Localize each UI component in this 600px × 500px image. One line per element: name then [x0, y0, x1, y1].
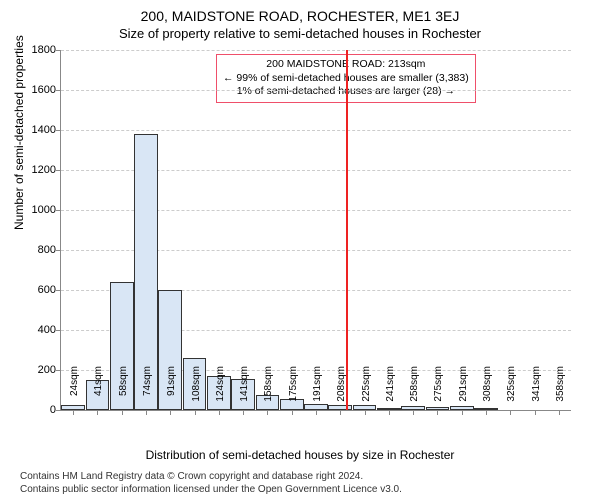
x-tick-label: 58sqm — [118, 366, 129, 416]
y-tick-mark — [56, 370, 61, 371]
footer-line-2: Contains public sector information licen… — [20, 483, 580, 496]
x-tick-label: 241sqm — [385, 366, 396, 416]
y-axis-label: Number of semi-detached properties — [12, 35, 26, 230]
x-tick-label: 341sqm — [531, 366, 542, 416]
x-tick-label: 175sqm — [288, 366, 299, 416]
x-tick-label: 358sqm — [555, 366, 566, 416]
y-tick-label: 200 — [38, 364, 56, 376]
x-tick-label: 141sqm — [239, 366, 250, 416]
footer: Contains HM Land Registry data © Crown c… — [20, 470, 580, 496]
x-tick-label: 24sqm — [69, 366, 80, 416]
x-tick-label: 291sqm — [458, 366, 469, 416]
y-tick-mark — [56, 170, 61, 171]
x-tick-label: 158sqm — [263, 366, 274, 416]
y-tick-label: 0 — [50, 404, 56, 416]
y-tick-label: 800 — [38, 244, 56, 256]
y-tick-mark — [56, 130, 61, 131]
x-tick-label: 91sqm — [166, 366, 177, 416]
grid-line — [61, 90, 571, 91]
y-tick-mark — [56, 410, 61, 411]
chart-subtitle: Size of property relative to semi-detach… — [0, 24, 600, 41]
y-tick-label: 600 — [38, 284, 56, 296]
x-tick-label: 325sqm — [506, 366, 517, 416]
y-tick-label: 1000 — [32, 204, 56, 216]
x-tick-label: 41sqm — [93, 366, 104, 416]
chart-container: 200, MAIDSTONE ROAD, ROCHESTER, ME1 3EJ … — [0, 0, 600, 500]
y-tick-label: 1800 — [32, 44, 56, 56]
x-tick-label: 258sqm — [409, 366, 420, 416]
x-tick-label: 191sqm — [312, 366, 323, 416]
x-tick-label: 74sqm — [142, 366, 153, 416]
plot-area: 200 MAIDSTONE ROAD: 213sqm ← 99% of semi… — [60, 50, 571, 411]
y-tick-mark — [56, 90, 61, 91]
y-tick-label: 1200 — [32, 164, 56, 176]
footer-line-1: Contains HM Land Registry data © Crown c… — [20, 470, 580, 483]
x-tick-label: 108sqm — [191, 366, 202, 416]
x-tick-label: 124sqm — [215, 366, 226, 416]
x-tick-label: 308sqm — [482, 366, 493, 416]
x-axis-label: Distribution of semi-detached houses by … — [0, 448, 600, 462]
y-tick-mark — [56, 250, 61, 251]
y-tick-label: 1400 — [32, 124, 56, 136]
y-tick-mark — [56, 290, 61, 291]
grid-line — [61, 50, 571, 51]
y-tick-label: 1600 — [32, 84, 56, 96]
reference-line — [346, 50, 348, 410]
chart-title: 200, MAIDSTONE ROAD, ROCHESTER, ME1 3EJ — [0, 0, 600, 24]
y-tick-label: 400 — [38, 324, 56, 336]
x-tick-label: 275sqm — [433, 366, 444, 416]
y-tick-mark — [56, 210, 61, 211]
x-tick-label: 225sqm — [361, 366, 372, 416]
grid-line — [61, 130, 571, 131]
y-tick-mark — [56, 50, 61, 51]
y-tick-mark — [56, 330, 61, 331]
